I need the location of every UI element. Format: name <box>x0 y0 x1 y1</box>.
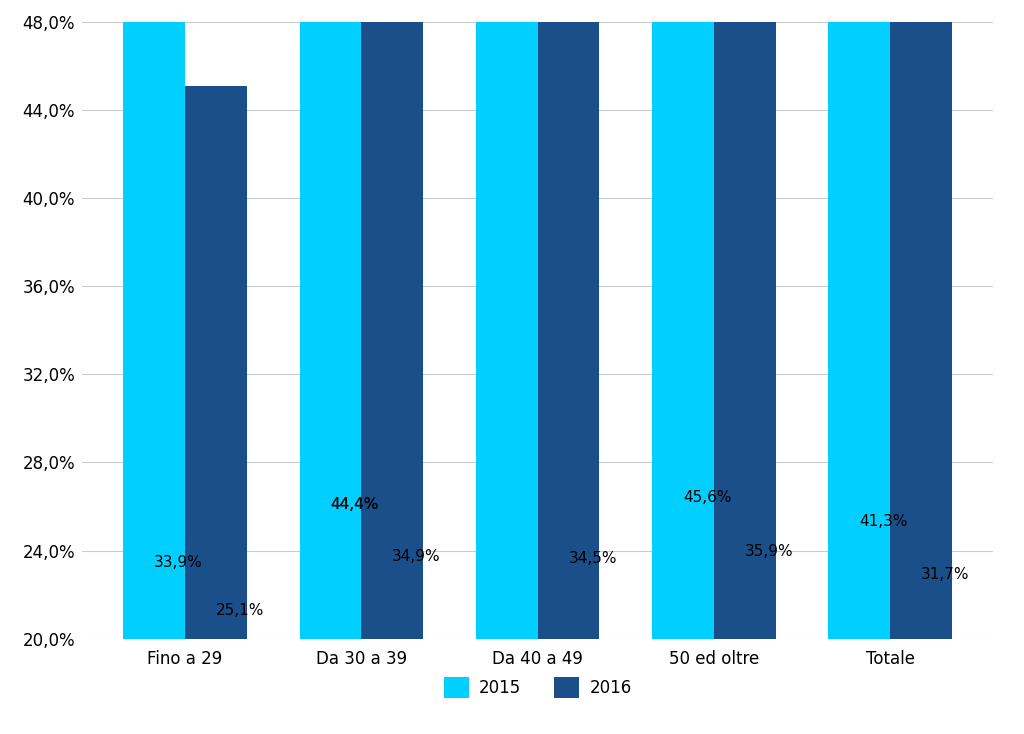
Text: 31,7%: 31,7% <box>921 567 970 581</box>
Bar <box>890 0 952 639</box>
Bar <box>652 0 714 639</box>
Bar <box>476 0 538 639</box>
Bar <box>123 0 185 639</box>
Text: 44,4%: 44,4% <box>331 497 379 512</box>
Bar <box>361 0 423 639</box>
Bar <box>714 0 775 639</box>
Bar <box>538 0 599 639</box>
Text: 45,6%: 45,6% <box>683 490 731 505</box>
Bar <box>828 0 890 639</box>
Text: 33,9%: 33,9% <box>155 555 203 570</box>
Text: 25,1%: 25,1% <box>216 603 264 618</box>
Text: 34,5%: 34,5% <box>568 551 616 566</box>
Bar <box>300 0 361 639</box>
Bar <box>185 86 247 639</box>
Legend: 2015, 2016: 2015, 2016 <box>437 671 638 704</box>
Text: 35,9%: 35,9% <box>744 544 794 559</box>
Text: 34,9%: 34,9% <box>392 549 440 564</box>
Text: 41,3%: 41,3% <box>859 514 908 528</box>
Text: 44,4%: 44,4% <box>331 497 379 512</box>
